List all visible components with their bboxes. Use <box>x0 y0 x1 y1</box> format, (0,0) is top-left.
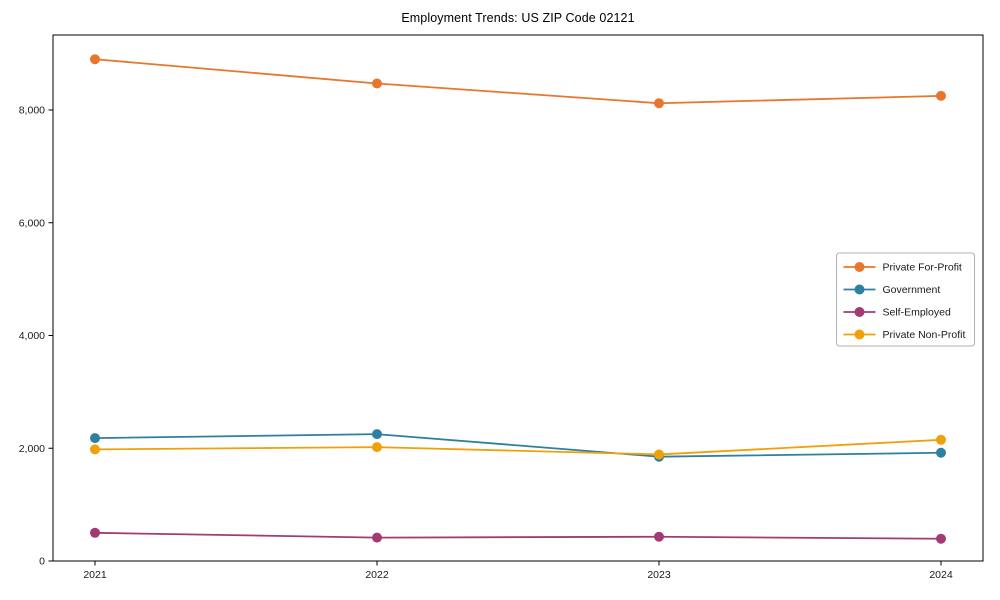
y-tick-label: 2,000 <box>19 443 45 455</box>
y-tick-label: 8,000 <box>19 105 45 117</box>
data-point-government-2024 <box>936 447 946 458</box>
series-line-private-non-profit <box>94 438 942 456</box>
data-point-private-non-profit-2022 <box>372 442 382 453</box>
data-point-private-non-profit-2023 <box>654 449 664 460</box>
data-point-self-employed-2022 <box>372 532 382 543</box>
series-line-government <box>94 433 942 458</box>
data-point-private-for-profit-2023 <box>654 98 664 109</box>
plot-frame <box>52 34 984 562</box>
data-point-private-for-profit-2021 <box>90 54 100 65</box>
x-tick-label: 2023 <box>647 569 671 581</box>
data-point-government-2021 <box>90 433 100 444</box>
legend-swatch-marker <box>854 262 865 272</box>
legend-label: Private Non-Profit <box>883 329 966 341</box>
data-point-private-for-profit-2022 <box>372 78 382 89</box>
x-tick-label: 2024 <box>929 569 953 581</box>
legend-item-private-non-profit: Private Non-Profit <box>843 329 966 341</box>
legend-swatch-marker <box>854 329 865 340</box>
y-tick-label: 4,000 <box>19 330 45 342</box>
data-point-self-employed-2024 <box>936 533 946 544</box>
legend-label: Private For-Profit <box>883 262 962 274</box>
legend-swatch-marker <box>854 307 865 317</box>
x-tick-label: 2021 <box>83 569 107 581</box>
data-point-private-non-profit-2021 <box>90 444 100 455</box>
y-tick-label: 6,000 <box>19 217 45 229</box>
data-point-government-2022 <box>372 429 382 440</box>
data-point-private-non-profit-2024 <box>936 434 946 445</box>
legend-label: Self-Employed <box>883 307 951 319</box>
legend: Private For-Profit Government Self-Employe… <box>836 252 975 347</box>
y-tick-label: 0 <box>39 556 45 568</box>
series-line-private-for-profit <box>94 58 942 105</box>
data-point-self-employed-2023 <box>654 531 664 542</box>
legend-item-government: Government <box>843 284 941 296</box>
legend-item-self-employed: Self-Employed <box>843 307 951 319</box>
data-point-self-employed-2021 <box>90 527 100 538</box>
legend-label: Government <box>883 284 941 296</box>
legend-swatch-marker <box>854 284 865 295</box>
legend-item-private-for-profit: Private For-Profit <box>843 262 962 274</box>
chart-title: Employment Trends: US ZIP Code 02121 <box>401 11 635 25</box>
legend-box <box>836 252 975 347</box>
data-point-private-for-profit-2024 <box>936 90 946 101</box>
x-tick-label: 2022 <box>365 569 389 581</box>
series-line-self-employed <box>94 531 942 540</box>
